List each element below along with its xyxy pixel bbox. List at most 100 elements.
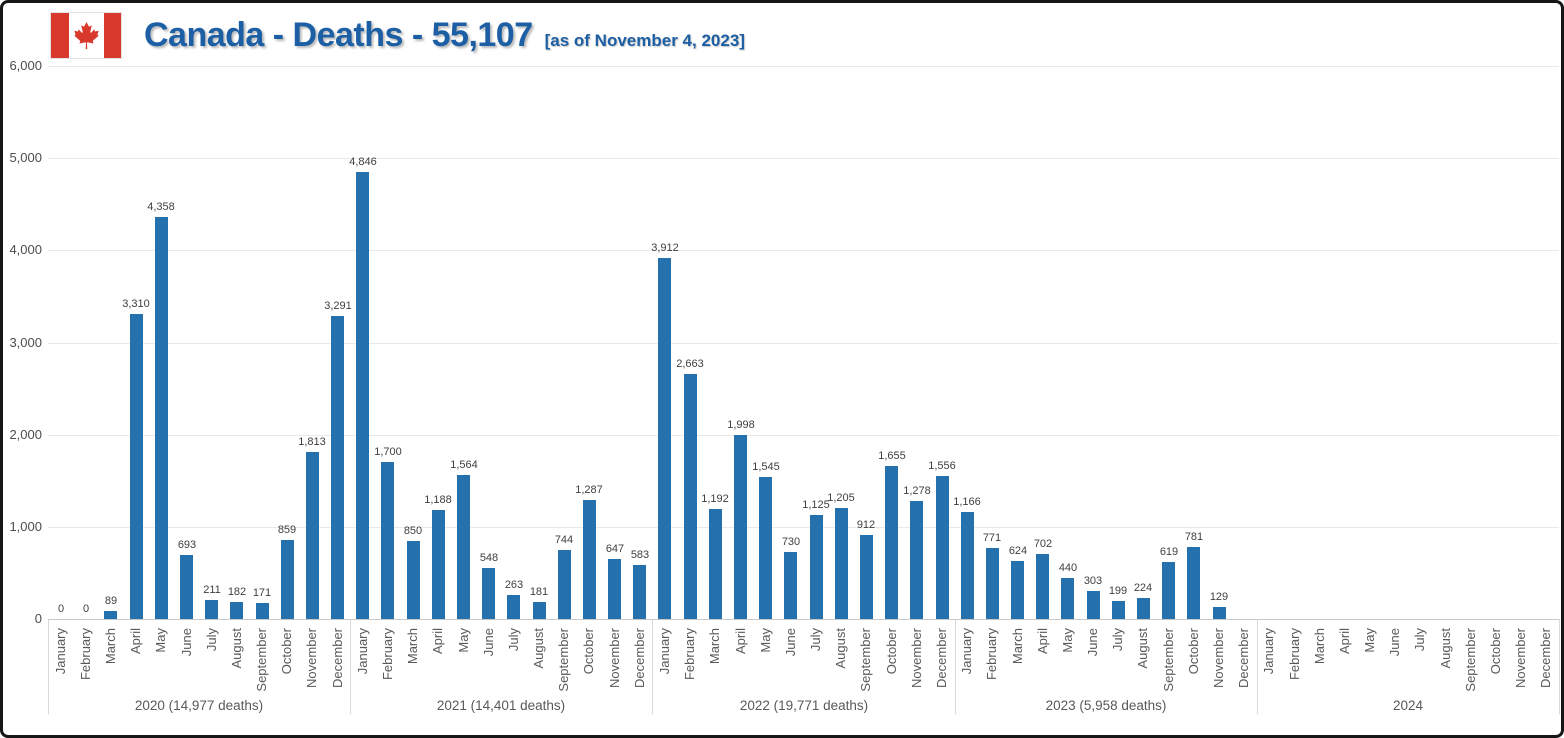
- year-separator: [1257, 619, 1258, 714]
- bar[interactable]: [986, 548, 999, 619]
- gridline: [48, 526, 1559, 528]
- bar-value-label: 3,310: [122, 298, 150, 310]
- bar-value-label: 199: [1108, 585, 1128, 597]
- bar[interactable]: [784, 552, 797, 619]
- bar[interactable]: [130, 314, 143, 619]
- bar[interactable]: [1137, 598, 1150, 619]
- bar[interactable]: [835, 508, 848, 619]
- bar[interactable]: [961, 512, 974, 619]
- canada-flag-icon: [50, 12, 122, 59]
- bar-value-label: 1,278: [903, 485, 931, 497]
- bar-value-label: 1,188: [424, 494, 452, 506]
- bar-value-label: 211: [203, 584, 221, 596]
- bar[interactable]: [230, 602, 243, 619]
- bar[interactable]: [684, 374, 697, 619]
- year-separator: [350, 619, 351, 714]
- bar-value-label: 1,205: [827, 492, 855, 504]
- bar-value-label: 548: [479, 552, 499, 564]
- bar-value-label: 850: [403, 525, 423, 537]
- bar[interactable]: [507, 595, 520, 619]
- bar[interactable]: [533, 602, 546, 619]
- bar[interactable]: [734, 435, 747, 619]
- bar[interactable]: [633, 565, 646, 619]
- bar-value-label: 1,287: [575, 484, 603, 496]
- bar[interactable]: [1036, 554, 1049, 619]
- y-axis-tick-label: 4,000: [9, 242, 42, 258]
- bar-value-label: 2,663: [676, 358, 704, 370]
- bar[interactable]: [583, 500, 596, 619]
- bar[interactable]: [381, 462, 394, 619]
- bar-value-label: 583: [630, 549, 650, 561]
- bar[interactable]: [1061, 578, 1074, 619]
- bar[interactable]: [759, 477, 772, 619]
- y-axis-tick-label: 0: [34, 611, 42, 626]
- bar[interactable]: [180, 555, 193, 619]
- bar[interactable]: [1112, 601, 1125, 619]
- bar[interactable]: [356, 172, 369, 619]
- maple-leaf-icon: [73, 22, 99, 49]
- bar[interactable]: [205, 600, 218, 619]
- bar[interactable]: [155, 217, 168, 619]
- bar-value-label: 89: [104, 595, 118, 607]
- bar-value-label: 624: [1008, 545, 1028, 557]
- bar[interactable]: [558, 550, 571, 619]
- bar[interactable]: [709, 509, 722, 619]
- bar-value-label: 859: [277, 524, 297, 536]
- bar[interactable]: [256, 603, 269, 619]
- bar[interactable]: [1213, 607, 1226, 619]
- bar-value-label: 781: [1184, 531, 1204, 543]
- y-axis-tick-label: 2,000: [9, 426, 42, 442]
- bar-value-label: 702: [1033, 538, 1053, 550]
- bar-value-label: 181: [529, 586, 549, 598]
- bar-value-label: 744: [554, 534, 574, 546]
- bar-value-label: 3,291: [324, 300, 352, 312]
- bar-value-label: 440: [1058, 562, 1078, 574]
- year-group-label: 2024: [1392, 698, 1424, 713]
- bar-value-label: 1,564: [450, 459, 478, 471]
- bar[interactable]: [457, 475, 470, 619]
- bar[interactable]: [810, 515, 823, 619]
- bar[interactable]: [608, 559, 621, 619]
- bar[interactable]: [1087, 591, 1100, 619]
- y-axis-tick-label: 3,000: [9, 334, 42, 350]
- bar[interactable]: [482, 568, 495, 619]
- y-axis-tick-label: 1,000: [9, 518, 42, 534]
- year-group-label: 2022 (19,771 deaths): [739, 698, 869, 713]
- bar[interactable]: [1187, 547, 1200, 619]
- bar-value-label: 303: [1083, 575, 1103, 587]
- bar[interactable]: [331, 316, 344, 619]
- bar[interactable]: [407, 541, 420, 619]
- bar[interactable]: [658, 258, 671, 619]
- bar[interactable]: [1011, 561, 1024, 619]
- bar-value-label: 263: [504, 579, 524, 591]
- chart-header: Canada - Deaths - 55,107 [as of November…: [50, 12, 745, 59]
- gridline: [48, 434, 1559, 436]
- gridline: [48, 158, 1559, 160]
- bar[interactable]: [860, 535, 873, 619]
- year-separator: [652, 619, 653, 714]
- bar[interactable]: [885, 466, 898, 619]
- bar-value-label: 0: [57, 603, 65, 615]
- bar-value-label: 693: [177, 539, 197, 551]
- year-separator: [1559, 619, 1560, 714]
- bar-value-label: 171: [252, 587, 272, 599]
- bar[interactable]: [936, 476, 949, 619]
- gridline: [48, 66, 1559, 67]
- bar-value-label: 1,545: [752, 461, 780, 473]
- bar[interactable]: [432, 510, 445, 619]
- bar-value-label: 1,166: [953, 496, 981, 508]
- year-group-label: 2021 (14,401 deaths): [436, 698, 566, 713]
- bar[interactable]: [1162, 562, 1175, 619]
- bar[interactable]: [104, 611, 117, 619]
- bar-value-label: 619: [1159, 546, 1179, 558]
- flag-center-band: [68, 13, 104, 58]
- bar[interactable]: [910, 501, 923, 619]
- year-separator: [48, 619, 49, 714]
- gridline: [48, 342, 1559, 344]
- bar[interactable]: [281, 540, 294, 619]
- flag-left-band: [51, 13, 69, 58]
- year-group-label: 2023 (5,958 deaths): [1045, 698, 1167, 713]
- bar[interactable]: [306, 452, 319, 619]
- y-axis-tick-label: 6,000: [9, 58, 42, 73]
